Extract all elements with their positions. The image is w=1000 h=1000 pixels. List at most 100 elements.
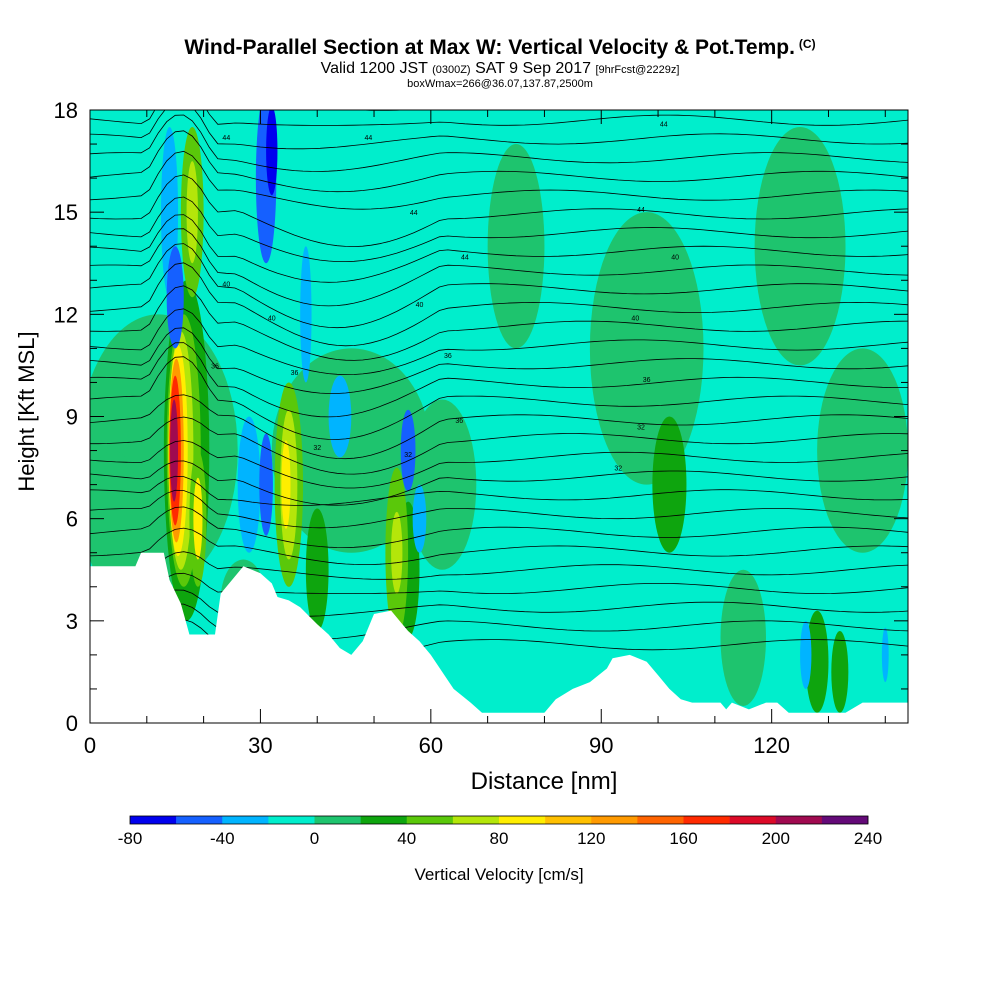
x-tick-label: 30 (248, 733, 272, 758)
isentrope-label: 44 (660, 122, 668, 129)
isentrope-line (90, 460, 908, 506)
colorbar-swatch (775, 816, 823, 824)
colorbar-tick-label: 200 (762, 829, 790, 848)
isentrope-line (90, 489, 908, 529)
isentrope-line (90, 228, 908, 307)
colorbar-tick-label: -80 (118, 829, 143, 848)
plot-area: 44 44 44 44 44 44 40 40 40 40 40 36 36 36 36 36 32 32 32 32 (90, 110, 908, 723)
y-tick-label: 6 (66, 507, 78, 532)
isentrope-line (90, 527, 908, 565)
isentrope-label: 32 (404, 452, 412, 459)
colorbar-swatch (729, 816, 777, 824)
isentrope-line (90, 416, 908, 475)
y-tick-label: 15 (54, 200, 78, 225)
colorbar-frame (129, 815, 869, 825)
isentrope-label: 36 (444, 353, 452, 360)
colorbar-swatch (360, 816, 408, 824)
x-axis-label: Distance [nm] (471, 768, 618, 795)
isentrope-label: 36 (455, 418, 463, 425)
isentrope-label: 44 (410, 210, 418, 217)
velocity-patch (391, 511, 403, 594)
colorbar-swatch (130, 816, 177, 824)
isentrope-line (90, 285, 908, 361)
isentrope-line (90, 243, 908, 329)
isentrope-line (90, 130, 908, 193)
y-tick-label: 9 (66, 405, 78, 430)
chart-subtitle: Valid 1200 JST (0300Z) SAT 9 Sep 2017 [9… (320, 60, 680, 77)
chart-title: Wind-Parallel Section at Max W: Vertical… (184, 36, 816, 59)
colorbar-tick-label: 160 (669, 829, 697, 848)
colorbar-tick-label: 40 (397, 829, 416, 848)
velocity-patch (652, 416, 687, 553)
colorbar-swatch (268, 816, 315, 824)
x-tick-label: 0 (84, 733, 96, 758)
x-tick-label: 120 (753, 733, 790, 758)
velocity-patch (259, 433, 273, 536)
isentrope-label: 36 (291, 370, 299, 377)
x-tick-label: 60 (419, 733, 443, 758)
colorbar-swatch (499, 816, 546, 824)
isentrope-label: 32 (614, 466, 622, 473)
isentrope-line (90, 356, 908, 440)
isentrope-line (90, 394, 908, 460)
velocity-patch (166, 246, 184, 349)
isentrope-line (90, 475, 908, 506)
isentrope-line (90, 174, 908, 248)
velocity-patch (90, 450, 142, 587)
velocity-patch (305, 508, 329, 632)
colorbar-swatch (683, 816, 730, 824)
isentrope-line (90, 196, 908, 262)
isentrope-line (90, 262, 908, 347)
isentrope-line (90, 440, 908, 489)
isentrope-label: 44 (461, 254, 469, 261)
colorbar-tick-label: -40 (210, 829, 235, 848)
isentrope-line (90, 506, 908, 549)
isentrope-label: 40 (416, 302, 424, 309)
y-tick-label: 0 (66, 711, 78, 736)
velocity-patch (193, 477, 203, 560)
isentrope-label: 32 (637, 425, 645, 432)
velocity-patch (881, 627, 889, 683)
isentrope-label: 32 (313, 445, 321, 452)
velocity-patch (186, 161, 198, 264)
colorbar-swatch (545, 816, 592, 824)
chart-subtitle-2: boxWmax=266@36.07,137.87,2500m (407, 78, 593, 90)
y-tick-label: 3 (66, 609, 78, 634)
isentrope-line (90, 551, 908, 580)
isentrope-label: 44 (222, 135, 230, 142)
isentrope-label: 44 (637, 207, 645, 214)
isentrope-label: 40 (268, 316, 276, 323)
colorbar-swatch (591, 816, 638, 824)
isentrope-line (90, 114, 908, 172)
colorbar-tick-label: 0 (310, 829, 319, 848)
y-tick-label: 18 (54, 98, 78, 123)
velocity-patch (170, 399, 179, 502)
y-tick-label: 12 (54, 302, 78, 327)
velocity-patch (400, 409, 416, 492)
velocity-patch (412, 484, 427, 553)
colorbar-swatch (222, 816, 269, 824)
colorbar-swatch (637, 816, 684, 824)
velocity-patch (300, 246, 312, 383)
isentrope-line (90, 110, 908, 150)
isentrope-line (90, 327, 908, 394)
velocity-patch (281, 440, 291, 529)
velocity-patch (800, 620, 812, 689)
isentrope-label: 40 (222, 282, 230, 289)
colorbar-tick-label: 80 (490, 829, 509, 848)
colorbar-swatch (314, 816, 361, 824)
velocity-patch (831, 631, 849, 713)
colorbar-swatch (406, 816, 454, 824)
isentrope-line (90, 342, 908, 418)
colorbar-label: Vertical Velocity [cm/s] (414, 865, 583, 884)
velocity-patch (754, 127, 846, 366)
isentrope-label: 36 (211, 363, 219, 370)
colorbar-tick-label: 120 (577, 829, 605, 848)
velocity-patch (487, 144, 545, 349)
x-tick-label: 90 (589, 733, 613, 758)
colorbar-tick-label: 240 (854, 829, 882, 848)
terrain (90, 552, 908, 723)
colorbar-swatch (821, 816, 869, 824)
isentrope-line (90, 308, 908, 376)
velocity-patch (805, 610, 829, 713)
